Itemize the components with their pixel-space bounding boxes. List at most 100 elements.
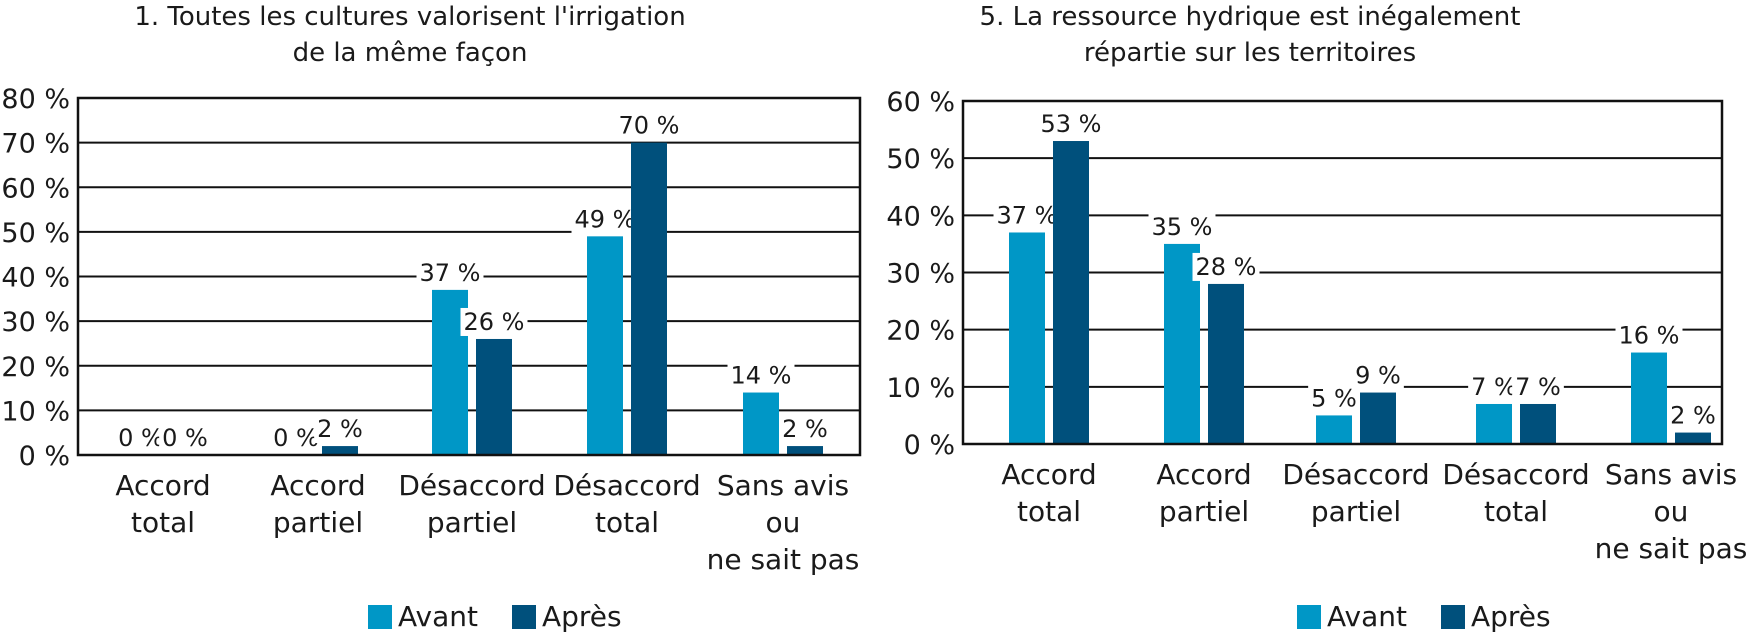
chart-2-category-label: Accord [1156, 458, 1251, 491]
chart-1-ytick-label: 70 % [1, 129, 70, 160]
chart-1-bar-apres [631, 142, 667, 455]
chart-1-category-label: partiel [273, 506, 363, 539]
chart-2-bar-apres [1360, 392, 1396, 444]
chart-1-legend-swatch-apres [511, 604, 536, 629]
chart-2-ytick-label: 20 % [886, 316, 955, 347]
chart-1-bar-apres [322, 446, 358, 455]
chart-1-legend-item-avant: Avant [368, 600, 478, 633]
chart-1-data-label: 37 % [420, 259, 481, 287]
chart-2-legend-swatch-avant [1297, 604, 1321, 629]
chart-1-data-label-bg [460, 307, 528, 336]
chart-2-data-label-bg [1308, 384, 1360, 413]
chart-1-category-label: Sans avis [717, 469, 849, 502]
chart-2-category-label: partiel [1159, 495, 1249, 528]
chart-2-category-label: total [1017, 495, 1081, 528]
chart-1-data-label-bg [571, 205, 639, 234]
chart-1-category-label: ou [766, 506, 801, 539]
chart-2-data-label-bg [1667, 401, 1719, 430]
chart-1-data-label: 0 % [162, 424, 208, 452]
chart-1-ytick-label: 80 % [1, 84, 70, 115]
chart-1-category-label: partiel [427, 506, 517, 539]
chart-1-category-label: Accord [115, 469, 210, 502]
chart-2-data-label-bg [1352, 361, 1404, 390]
chart-1-legend: Avant Après [368, 600, 656, 633]
chart-2-ytick-label: 30 % [886, 259, 955, 290]
chart-2-data-label: 53 % [1041, 110, 1102, 138]
chart-2-data-label-bg [1615, 321, 1683, 350]
chart-2-plot-frame [961, 99, 1724, 446]
chart-2-category-label: Désaccord [1282, 458, 1429, 491]
chart-2-bar-avant [1316, 415, 1352, 444]
chart-2-bar-avant [1009, 232, 1045, 444]
chart-2-legend-item-avant: Avant [1297, 600, 1407, 633]
chart-2-legend-swatch-apres [1440, 604, 1465, 629]
chart-2-data-label-bg [1512, 372, 1564, 401]
chart-2-data-label-bg [1148, 212, 1216, 241]
chart-1-ytick-label: 30 % [1, 307, 70, 338]
chart-1-ytick-label: 10 % [1, 396, 70, 427]
chart-1-ytick-label: 0 % [19, 441, 70, 472]
chart-2-title: 5. La ressource hydrique est inégalement… [880, 0, 1620, 71]
chart-2-ytick-label: 40 % [886, 201, 955, 232]
chart-2-data-label: 7 % [1471, 373, 1517, 401]
chart-2-data-label-bg [1192, 252, 1260, 281]
chart-1-plot-frame [76, 96, 862, 457]
chart-1-bar-apres [476, 338, 512, 455]
chart-1-ytick-label: 50 % [1, 218, 70, 249]
chart-2-ytick-label: 50 % [886, 144, 955, 175]
chart-1-data-label: 70 % [619, 112, 680, 140]
chart-2-legend-label-apres: Après [1470, 600, 1551, 633]
chart-1-title-line2: de la même façon [292, 38, 528, 68]
chart-2-category-label: ou [1654, 495, 1689, 528]
chart-1-bar-avant [587, 236, 623, 455]
chart-2-ytick-label: 60 % [886, 87, 955, 118]
chart-1-ytick-label: 40 % [1, 263, 70, 294]
chart-2-ytick-label: 10 % [886, 373, 955, 404]
chart-2-category-label: ne sait pas [1595, 532, 1748, 565]
chart-1-data-label-bg [416, 258, 484, 287]
chart-2-legend-label-avant: Avant [1327, 600, 1407, 633]
chart-2-legend: Avant Après [1297, 600, 1585, 633]
chart-2-data-label-bg [1468, 372, 1520, 401]
chart-2-data-label: 9 % [1355, 362, 1401, 390]
chart-2-bar-apres [1520, 403, 1556, 444]
chart-1-category-label: ne sait pas [707, 543, 860, 576]
chart-2-data-label: 35 % [1152, 213, 1213, 241]
chart-1-category-label: Désaccord [398, 469, 545, 502]
chart-1-data-label: 26 % [464, 308, 525, 336]
chart-1-data-label: 0 % [118, 424, 164, 452]
chart-2-data-label: 7 % [1515, 373, 1561, 401]
chart-1-category-label: total [595, 506, 659, 539]
chart-2-data-label-bg [1037, 110, 1105, 139]
chart-2-bar-avant [1476, 403, 1512, 444]
chart-1-title-line1: 1. Toutes les cultures valorisent l'irri… [134, 2, 686, 32]
chart-2-category-label: partiel [1311, 495, 1401, 528]
chart-1-title: 1. Toutes les cultures valorisent l'irri… [40, 0, 780, 71]
chart-1-legend-item-apres: Après [511, 600, 622, 633]
chart-1-bar-apres [787, 446, 823, 455]
chart-2-category-label: Désaccord [1442, 458, 1589, 491]
chart-2-bar-apres [1208, 283, 1244, 444]
chart-1-category-label: Désaccord [553, 469, 700, 502]
chart-1-data-label-bg [314, 415, 366, 444]
chart-1-data-label: 2 % [782, 415, 828, 443]
chart-1-data-label-bg [115, 424, 167, 452]
chart-2-data-label: 37 % [997, 201, 1058, 229]
chart-2-ytick-label: 0 % [904, 430, 955, 461]
chart-1-data-label-bg [159, 424, 211, 452]
chart-2-data-label: 16 % [1619, 322, 1680, 350]
chart-2-category-label: Sans avis [1605, 458, 1737, 491]
chart-2-bar-avant [1631, 352, 1667, 444]
chart-1-data-label: 49 % [575, 205, 636, 233]
chart-2-data-label: 28 % [1196, 253, 1257, 281]
chart-1-legend-swatch-avant [368, 604, 392, 629]
chart-2-title-line2: répartie sur les territoires [1083, 38, 1417, 68]
chart-2-bar-apres [1675, 432, 1711, 444]
chart-1-ytick-label: 60 % [1, 173, 70, 204]
chart-2-title-line1: 5. La ressource hydrique est inégalement [979, 2, 1521, 32]
chart-2-legend-item-apres: Après [1440, 600, 1551, 633]
chart-2-bar-apres [1053, 141, 1089, 444]
chart-1-data-label: 0 % [273, 424, 319, 452]
chart-1-category-label: Accord [270, 469, 365, 502]
